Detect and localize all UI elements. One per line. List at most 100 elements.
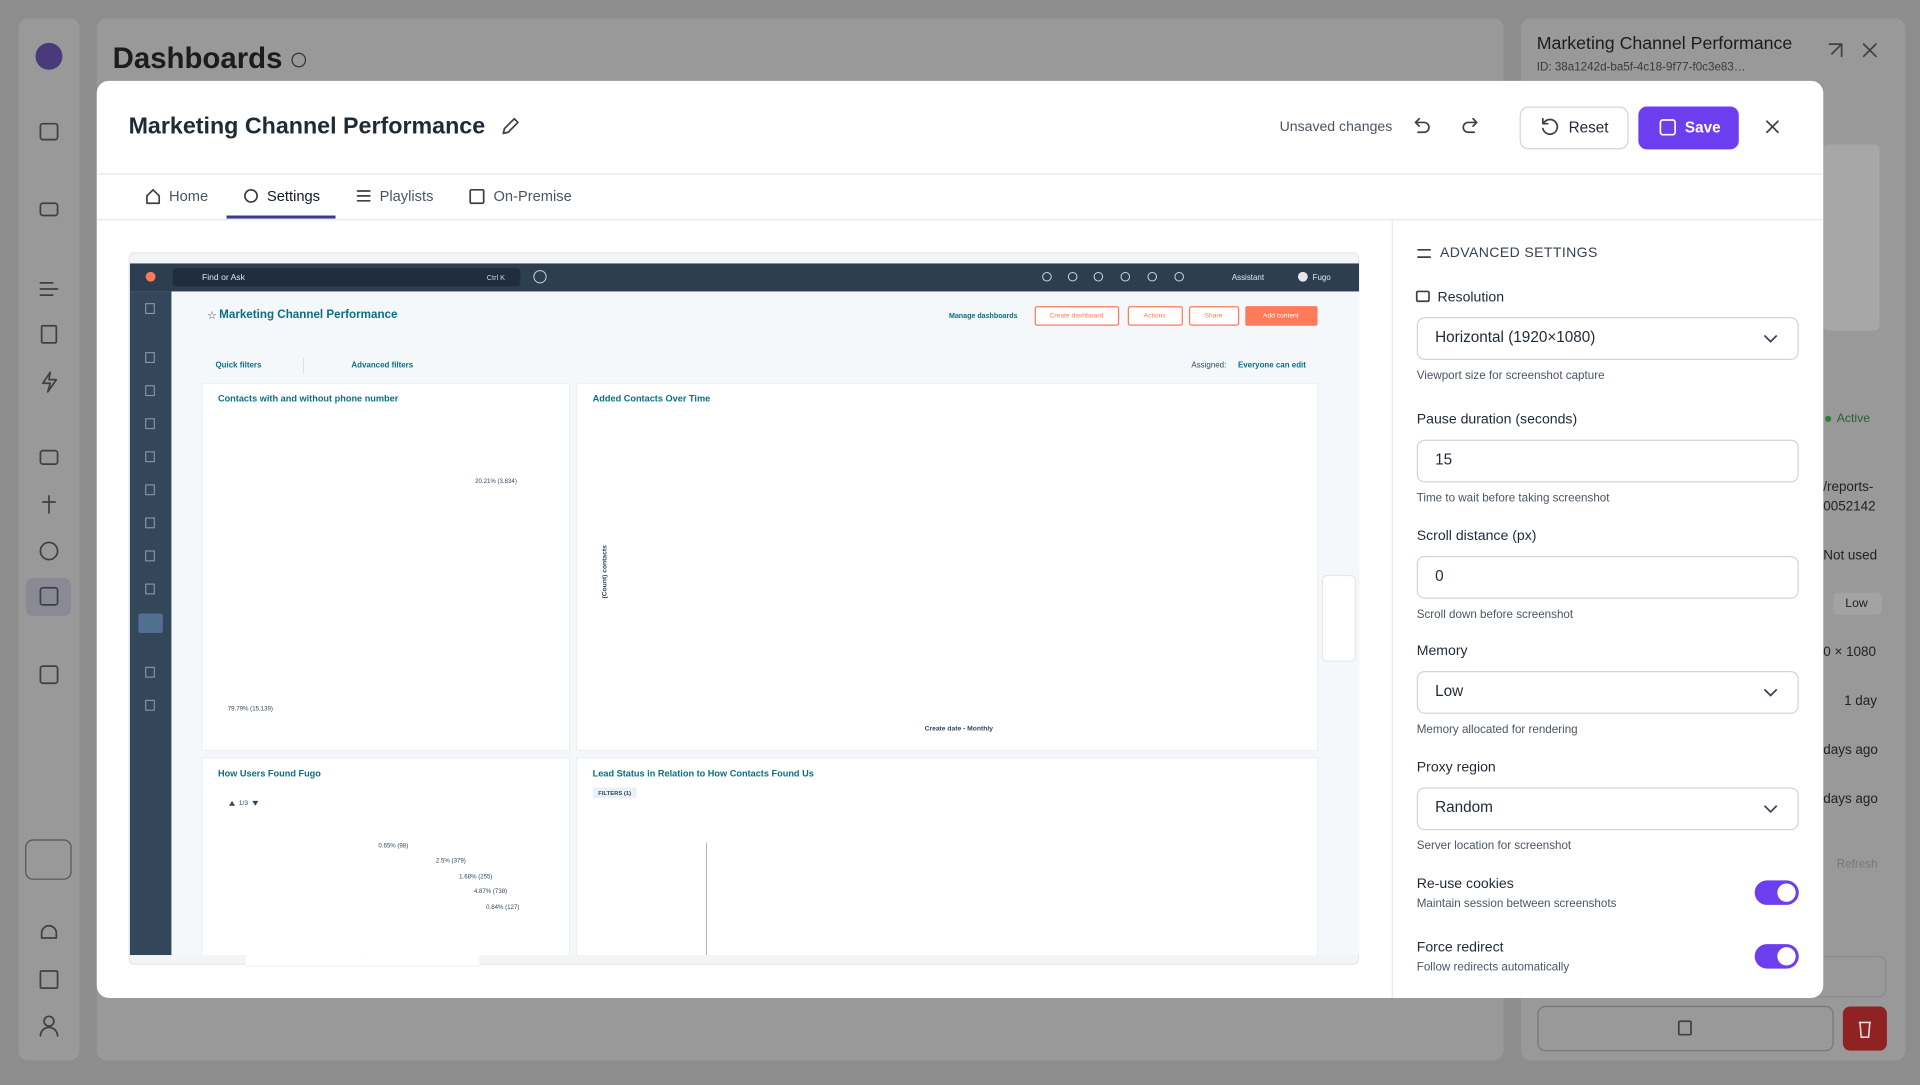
select[interactable] [1416, 317, 1799, 360]
field-help: Time to wait before taking screenshot [1417, 491, 1611, 504]
data-label: 79.79% (15,139) [228, 706, 273, 713]
assigned-value: Everyone can edit [1238, 361, 1306, 370]
preview-logo [145, 271, 156, 282]
field-label: Memory [1417, 642, 1469, 658]
side-ago: days ago [1823, 791, 1878, 806]
field-value: 15 [1435, 451, 1452, 468]
card [201, 757, 570, 967]
preview-nav-active [138, 613, 163, 634]
reset-icon [1542, 117, 1559, 135]
button [1127, 306, 1183, 326]
tab[interactable]: Settings [267, 189, 320, 205]
server-icon [469, 188, 485, 205]
select[interactable] [1416, 787, 1799, 831]
side-usage: Not used [1823, 547, 1877, 562]
chart-title: How Users Found Fugo [218, 768, 321, 778]
field-label: Resolution [1438, 288, 1505, 304]
quick-filters: Quick filters [216, 361, 262, 370]
toggle-help: Follow redirects automatically [1417, 960, 1570, 973]
assistant: Assistant [1232, 273, 1265, 282]
edit-icon[interactable] [502, 117, 519, 135]
sidebar-icons [39, 122, 59, 1037]
chevron [1763, 805, 1778, 814]
redo[interactable] [1462, 117, 1478, 134]
field-value: Random [1435, 799, 1493, 816]
chevron [1763, 688, 1778, 697]
preview-nav-icons [145, 303, 155, 711]
filter-badge [592, 787, 637, 799]
monitor-icon [1415, 290, 1430, 303]
field-value: Low [1435, 683, 1464, 700]
close-button[interactable] [1766, 120, 1779, 134]
field-help: Scroll down before screenshot [1417, 608, 1574, 621]
side-refresh: Refresh [1837, 858, 1878, 871]
card [576, 382, 1318, 751]
topbar-icons [1042, 271, 1184, 282]
add-icon [533, 270, 547, 284]
copy-button[interactable] [1537, 1005, 1834, 1052]
delete-button[interactable] [1842, 1006, 1887, 1051]
tab-underline [226, 215, 336, 219]
side-memory: Low [1845, 596, 1868, 610]
app-sidebar [18, 18, 80, 1061]
tab[interactable]: On-Premise [493, 189, 571, 205]
button [1245, 306, 1318, 326]
legend-page: 1/3 [239, 800, 249, 807]
playlist-icon [356, 190, 371, 202]
toggle-help: Maintain session between screenshots [1417, 897, 1617, 910]
side-memory-box [1833, 592, 1883, 615]
settings-panel: ADVANCED SETTINGS Resolution Horizontal (… [1415, 244, 1799, 973]
assigned-label: Assigned: [1191, 361, 1226, 370]
chevron [1763, 334, 1778, 343]
select[interactable] [1416, 671, 1799, 714]
field-value: Horizontal (1920×1080) [1435, 329, 1595, 346]
button [1034, 306, 1120, 326]
toggle-label: Re-use cookies [1417, 875, 1514, 891]
advanced-filters: Advanced filters [351, 361, 413, 370]
dashboards-icon [39, 586, 59, 606]
undo[interactable] [1414, 117, 1430, 134]
preview: Find or Ask Ctrl K Assistant Fugo ☆ Mark… [129, 263, 1360, 967]
side-icons [1828, 43, 1877, 58]
save-button[interactable] [1638, 106, 1739, 150]
button-label: Share [1205, 313, 1223, 320]
dashboard-title: Marketing Channel Performance [219, 308, 398, 321]
search-shortcut: Ctrl K [487, 273, 505, 282]
chart-title: Added Contacts Over Time [593, 394, 711, 404]
side-resolution: 0 × 1080 [1823, 644, 1876, 659]
tab[interactable]: Playlists [380, 189, 434, 205]
field-help: Memory allocated for rendering [1417, 723, 1578, 736]
floating-tools [1321, 574, 1357, 662]
page-prev [228, 800, 236, 806]
home-icon [146, 188, 161, 205]
input[interactable] [1416, 555, 1799, 599]
tab[interactable]: Home [169, 189, 208, 205]
logo [35, 42, 63, 70]
tabs: Home Settings Playlists On-Premise [146, 188, 572, 219]
toggle-knob [1777, 947, 1796, 966]
sidebar-ai [25, 839, 72, 880]
save-label: Save [1685, 120, 1721, 137]
data-label: 0.65% (98) [378, 843, 408, 850]
reset-label: Reset [1569, 120, 1610, 137]
data-label: 0.84% (127) [486, 904, 519, 911]
button-label: Add content [1263, 313, 1299, 320]
reset-button[interactable] [1519, 106, 1629, 150]
y-axis-title: (Count) contacts [602, 545, 609, 599]
settings-icon [244, 188, 258, 203]
settings-icon [1417, 248, 1432, 258]
side-ago: days ago [1823, 742, 1878, 757]
preview-search [172, 268, 521, 287]
help-icon [291, 52, 307, 68]
button [1188, 306, 1240, 326]
input[interactable] [1416, 439, 1799, 483]
delete-icon [1858, 1021, 1872, 1038]
unsaved-status: Unsaved changes [1280, 118, 1393, 134]
data-label: 4.87% (738) [474, 888, 507, 895]
toggle-label: Force redirect [1417, 938, 1504, 954]
toggle-knob [1777, 883, 1796, 902]
copy-icon [1677, 1020, 1692, 1036]
save-icon [1659, 119, 1676, 136]
section-heading: ADVANCED SETTINGS [1440, 244, 1598, 260]
